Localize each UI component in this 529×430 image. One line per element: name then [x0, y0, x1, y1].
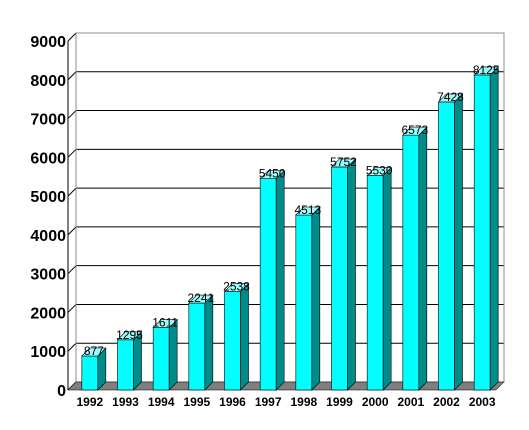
data-label: 2241 [187, 291, 214, 305]
bar-side [382, 166, 392, 391]
bar [259, 169, 285, 391]
bar-side [275, 169, 285, 391]
bar-side [168, 318, 178, 391]
bar [473, 66, 499, 391]
bar-front [188, 302, 206, 391]
bar-top [259, 170, 285, 179]
bar-front [473, 74, 491, 391]
bar-front [438, 101, 455, 391]
y-tick-label: 6000 [30, 150, 66, 167]
data-label: 6573 [401, 123, 428, 137]
data-label: 5450 [259, 167, 286, 181]
x-tick-label: 1992 [76, 395, 103, 409]
data-label: 1295 [116, 328, 143, 342]
bar [295, 206, 321, 391]
bar-front [117, 339, 134, 391]
gridline-depth [67, 110, 77, 119]
bar-top [402, 126, 428, 136]
gridline-depth [67, 32, 77, 42]
gridline-depth [67, 71, 77, 81]
bar-front [224, 291, 241, 391]
bars [81, 66, 499, 391]
bar [437, 93, 464, 391]
y-axis-ticks: 0 1000 2000 3000 4000 5000 6000 7000 8000 9000 [30, 34, 66, 400]
bar-top [152, 319, 178, 328]
bar-top [295, 206, 321, 216]
x-axis-ticks: 1992 1993 1994 1995 1996 1997 1998 1999 2000 2001… [76, 395, 495, 409]
gridline-depth [67, 187, 77, 197]
y-tick-label: 8000 [30, 73, 66, 90]
bar [223, 282, 250, 391]
bar-top [116, 331, 143, 341]
data-label: 2538 [223, 280, 250, 294]
x-tick-label: 2003 [469, 395, 496, 409]
bar-side [240, 282, 249, 391]
data-label: 877 [84, 344, 104, 358]
bar-front [295, 214, 313, 391]
bar-top [223, 283, 250, 292]
data-label: 5530 [366, 164, 393, 178]
bar [366, 166, 392, 391]
gridline-depth [67, 304, 77, 313]
gridline-depth [67, 148, 77, 158]
x-tick-label: 1999 [326, 395, 353, 409]
bar-side [347, 158, 356, 391]
data-label: 7428 [437, 90, 464, 104]
gridline-depth [67, 265, 77, 275]
bar [330, 158, 357, 391]
bar [116, 331, 143, 391]
chart-floor [67, 381, 505, 391]
data-label: 8125 [473, 63, 500, 77]
x-tick-label: 2000 [362, 395, 389, 409]
data-label: 1611 [152, 316, 178, 330]
bar-side [204, 294, 214, 391]
x-tick-label: 2001 [397, 395, 424, 409]
bar-top [188, 294, 214, 304]
x-tick-label: 1996 [219, 395, 246, 409]
data-label: 4513 [294, 203, 321, 217]
bar-top [330, 158, 357, 168]
plot-frame [67, 32, 505, 391]
y-tick-label: 9000 [30, 34, 66, 51]
gridline-depth [67, 226, 77, 236]
bar [402, 126, 428, 391]
bar-front [259, 178, 277, 391]
data-labels: 877 1295 1611 2241 2538 5450 4513 5752 5530 6573 7… [84, 63, 500, 358]
bar-front [366, 175, 384, 391]
bar-side [311, 206, 321, 391]
bar [188, 294, 214, 391]
x-tick-label: 1998 [290, 395, 317, 409]
x-tick-label: 1994 [148, 395, 175, 409]
bar-side [454, 93, 463, 391]
data-label: 5752 [330, 155, 357, 169]
bar [152, 318, 178, 391]
y-tick-label: 1000 [30, 344, 66, 361]
bar-top [473, 66, 499, 76]
x-tick-label: 1993 [112, 395, 139, 409]
bar-top [437, 93, 464, 103]
bar-top [366, 167, 392, 176]
bar-top [81, 347, 107, 357]
y-tick-label: 7000 [30, 112, 66, 129]
bar-side [489, 66, 499, 391]
bar-front [331, 166, 348, 391]
x-tick-label: 1997 [255, 395, 282, 409]
y-tick-label: 3000 [30, 267, 66, 284]
bar-front [152, 327, 170, 391]
bar [81, 347, 107, 391]
y-tick-label: 4000 [30, 228, 66, 245]
bar-side [418, 126, 428, 391]
bar-front [402, 134, 420, 391]
x-tick-label: 1995 [183, 395, 210, 409]
gridline-depth [67, 342, 77, 352]
bar-front [81, 355, 99, 391]
x-tick-label: 2002 [433, 395, 460, 409]
y-tick-label: 2000 [30, 305, 66, 322]
y-tick-label: 5000 [30, 189, 66, 206]
y-tick-label: 0 [57, 383, 66, 400]
